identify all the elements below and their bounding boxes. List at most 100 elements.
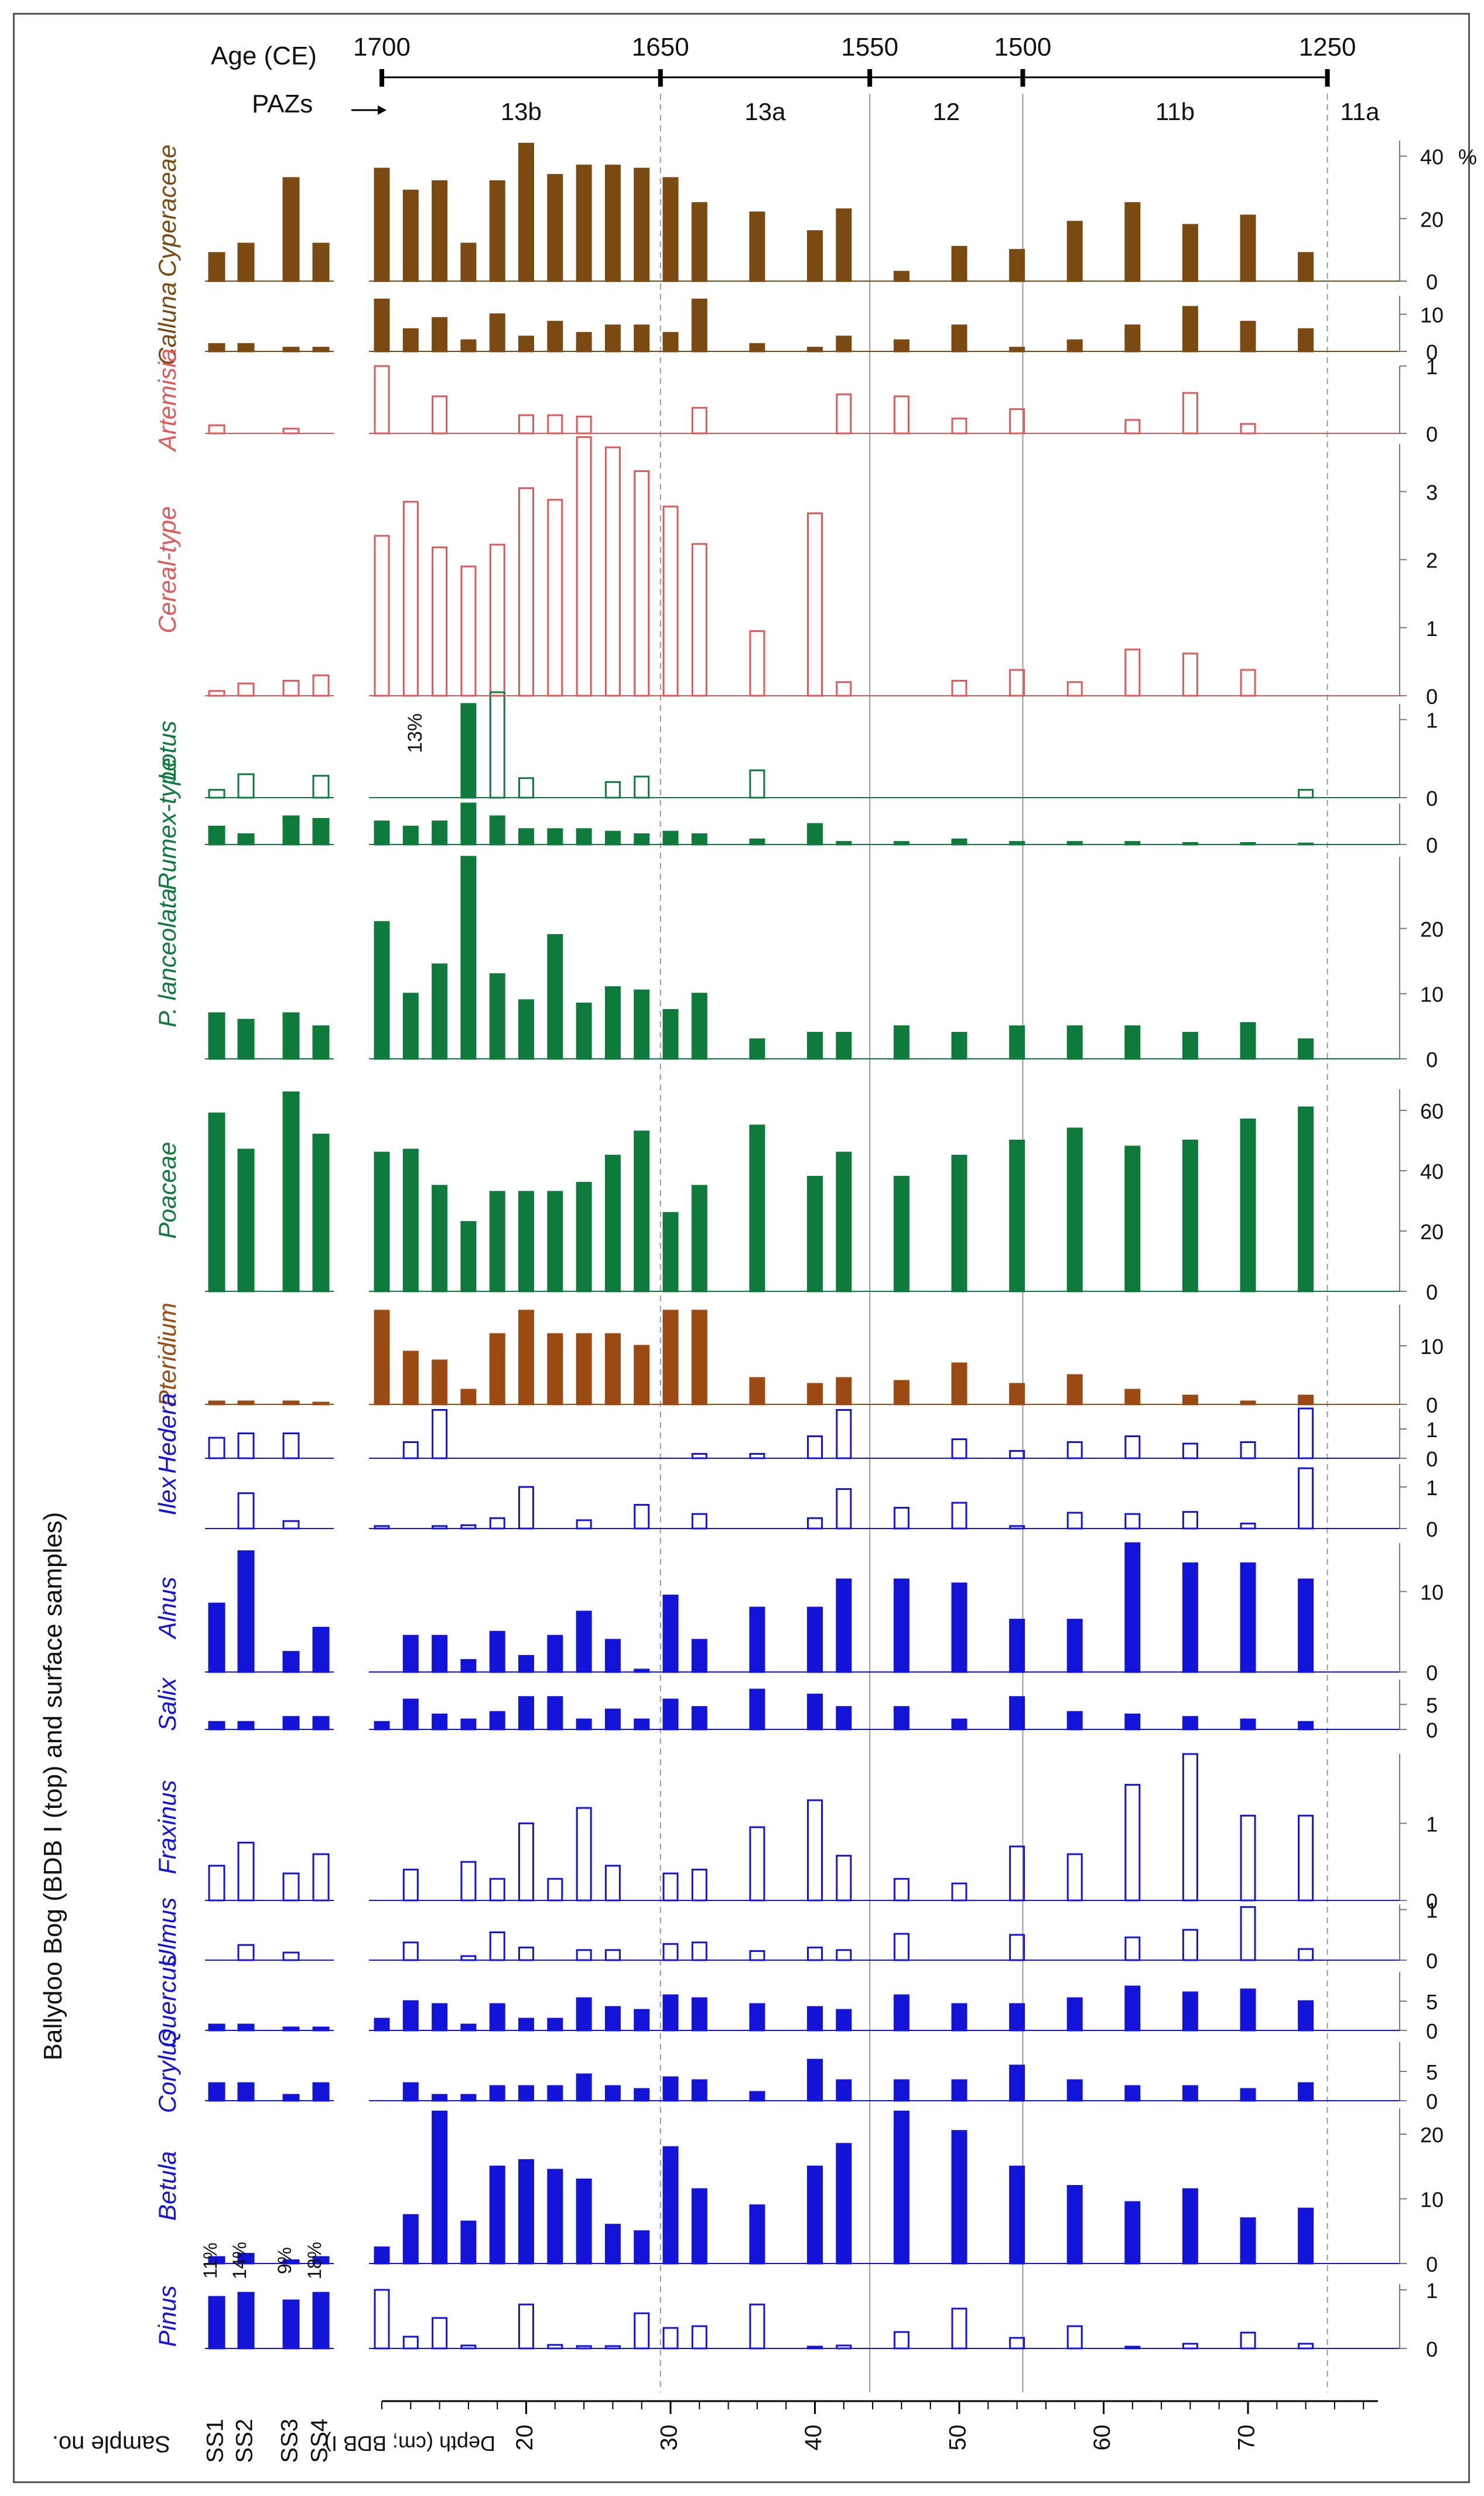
core-bar <box>807 2165 823 2265</box>
core-bar <box>1240 2088 1256 2102</box>
core-bar <box>893 395 909 435</box>
core-bar <box>432 1635 448 1673</box>
taxon-label: Betula <box>153 2151 181 2221</box>
core-bar <box>662 2076 679 2102</box>
core-bar <box>374 2246 390 2265</box>
core-bar <box>604 1949 621 1961</box>
core-bar <box>1240 2331 1256 2350</box>
core-bar <box>1298 252 1314 282</box>
core-bar <box>432 1359 448 1406</box>
core-bar <box>604 324 621 353</box>
core-bar <box>836 1031 852 1060</box>
core-bar <box>634 2088 650 2102</box>
core-bar <box>807 1383 823 1406</box>
core-bar <box>374 2018 390 2032</box>
surface-bar <box>237 773 255 799</box>
taxon-label: Salix <box>153 1677 181 1731</box>
core-bar <box>576 1807 592 1902</box>
value-tick-label: 1 <box>1426 1476 1438 1500</box>
surface-bar <box>208 1437 225 1459</box>
core-bar <box>893 2079 909 2102</box>
surface-bar <box>208 2082 225 2102</box>
core-bar <box>1009 1696 1025 1731</box>
value-tick-label: 0 <box>1426 1949 1438 1973</box>
core-bar <box>807 1031 823 1060</box>
core-bar <box>634 470 650 697</box>
core-bar <box>374 1309 390 1406</box>
value-tick-label: 2 <box>1426 549 1438 573</box>
core-bar <box>893 2111 909 2265</box>
core-bar <box>402 1350 419 1406</box>
core-bar <box>1124 1985 1141 2032</box>
core-bar <box>1298 328 1314 353</box>
surface-bar <box>208 1602 225 1673</box>
paz-zone-label: 13b <box>501 98 542 125</box>
core-bar <box>1240 214 1256 282</box>
core-bar <box>749 1453 765 1459</box>
age-tick-label: 1550 <box>841 33 898 61</box>
paz-zone-label: 12 <box>932 98 960 125</box>
core-bar <box>1009 1025 1025 1060</box>
core-bar <box>951 1031 967 1060</box>
core-bar <box>374 167 390 282</box>
core-bar <box>547 2018 563 2032</box>
core-bar <box>402 189 419 282</box>
value-tick-label: 1 <box>1426 355 1438 379</box>
core-bar <box>518 1191 534 1293</box>
core-bar <box>460 242 477 282</box>
core-bar <box>489 2085 505 2102</box>
core-bar <box>374 820 390 846</box>
sample-label: SS3 <box>277 2419 303 2463</box>
core-bar <box>1009 1845 1025 1902</box>
surface-bar <box>208 2296 225 2350</box>
value-tick-label: 0 <box>1426 1718 1438 1742</box>
core-bar <box>1240 1814 1256 1902</box>
core-bar <box>432 2111 448 2265</box>
value-tick-label: 1 <box>1426 1812 1438 1836</box>
core-bar <box>489 691 505 799</box>
taxon-label: Lotus <box>153 721 181 781</box>
core-bar <box>691 1997 707 2032</box>
depth-tick-label: 40 <box>801 2425 826 2451</box>
core-bar <box>1009 2003 1025 2032</box>
value-tick-label: 0 <box>1426 340 1438 364</box>
value-tick-label: 20 <box>1420 1220 1444 1244</box>
core-bar <box>662 2146 679 2265</box>
surface-bar <box>237 2023 255 2032</box>
core-bar <box>691 202 707 282</box>
core-bar <box>1240 1988 1256 2032</box>
core-bar <box>951 2079 967 2102</box>
core-bar <box>807 2006 823 2032</box>
core-bar <box>576 1182 592 1293</box>
core-bar <box>836 336 852 353</box>
taxon-label: Corylus <box>153 2030 181 2113</box>
core-bar <box>518 2159 534 2265</box>
core-bar <box>432 2317 448 2350</box>
surface-bar <box>237 1492 255 1530</box>
core-bar <box>1240 669 1256 697</box>
core-bar <box>634 1345 650 1406</box>
value-tick-label: 0 <box>1426 422 1438 446</box>
core-bar <box>1298 2000 1314 2032</box>
core-bar <box>1009 2064 1025 2102</box>
core-bar <box>489 1931 505 1961</box>
core-bar <box>1124 419 1141 435</box>
core-bar <box>951 2307 967 2350</box>
depth-tick-label: 20 <box>512 2425 538 2451</box>
core-bar <box>1124 1936 1141 1961</box>
core-bar <box>1240 1522 1256 1530</box>
value-tick-label: 40 <box>1420 1160 1444 1184</box>
core-bar <box>489 1191 505 1293</box>
core-bar <box>836 1151 852 1293</box>
surface-bar <box>312 242 330 282</box>
core-bar <box>836 2143 852 2265</box>
core-bar <box>1182 1394 1198 1406</box>
core-bar <box>807 230 823 282</box>
value-tick-label: 3 <box>1426 480 1438 504</box>
core-bar <box>662 1698 679 1731</box>
core-bar <box>402 1698 419 1731</box>
surface-bar <box>237 1018 255 1060</box>
core-bar <box>1124 648 1141 697</box>
core-bar <box>807 1517 823 1530</box>
core-bar <box>691 543 707 697</box>
